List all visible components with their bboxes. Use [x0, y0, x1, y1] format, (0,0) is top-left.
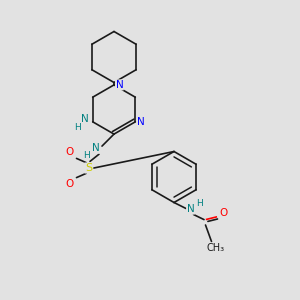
- Text: CH₃: CH₃: [206, 243, 224, 253]
- Text: O: O: [66, 179, 74, 189]
- Text: N: N: [92, 143, 100, 153]
- Text: S: S: [85, 163, 92, 173]
- Text: N: N: [81, 114, 89, 124]
- Text: N: N: [116, 80, 123, 90]
- Text: H: H: [84, 152, 90, 160]
- Text: O: O: [219, 208, 228, 218]
- Text: H: H: [74, 123, 80, 132]
- Text: O: O: [66, 147, 74, 157]
- Text: H: H: [196, 200, 203, 208]
- Text: N: N: [137, 117, 145, 127]
- Text: N: N: [187, 204, 194, 214]
